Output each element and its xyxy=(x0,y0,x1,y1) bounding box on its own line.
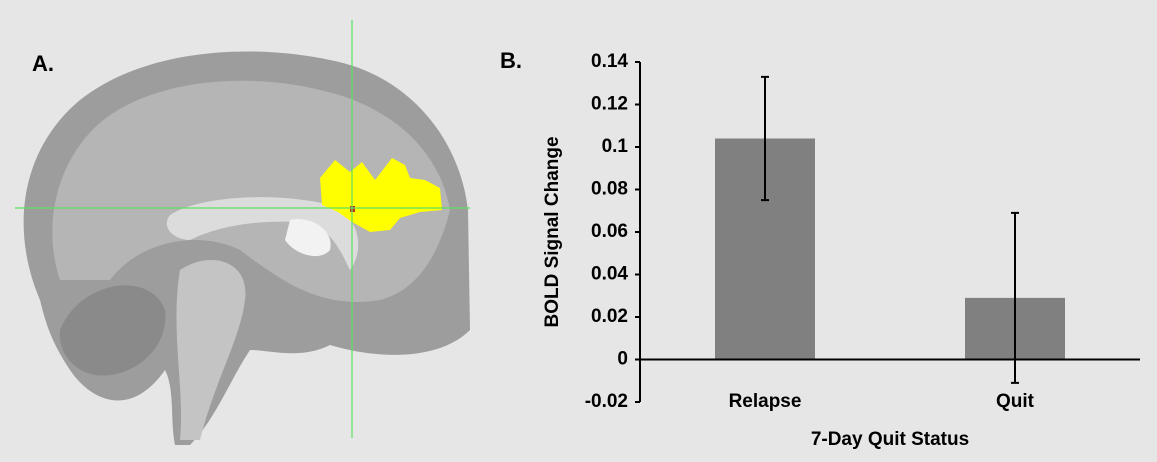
x-tick-label: Quit xyxy=(996,391,1035,412)
y-tick-label: 0 xyxy=(617,349,628,370)
y-tick-label: 0.06 xyxy=(591,221,628,242)
y-tick-label: 0.12 xyxy=(591,94,628,115)
x-axis-label: 7-Day Quit Status xyxy=(811,429,969,450)
y-tick-label: -0.02 xyxy=(585,391,628,412)
y-axis-label: BOLD Signal Change xyxy=(542,136,563,327)
y-tick-label: 0.04 xyxy=(591,264,628,285)
page: A. B. 7-Day Quit Status BOLD Signal Chan… xyxy=(0,0,1157,462)
y-tick-label: 0.08 xyxy=(591,179,628,200)
panel-label: B. xyxy=(500,48,522,73)
x-tick-label: Relapse xyxy=(729,391,802,412)
y-tick-label: 0.02 xyxy=(591,306,628,327)
figure: A. B. 7-Day Quit Status BOLD Signal Chan… xyxy=(0,0,1157,462)
y-tick-label: 0.14 xyxy=(591,51,628,72)
panel-label: A. xyxy=(32,51,54,76)
y-tick-label: 0.1 xyxy=(602,136,629,157)
